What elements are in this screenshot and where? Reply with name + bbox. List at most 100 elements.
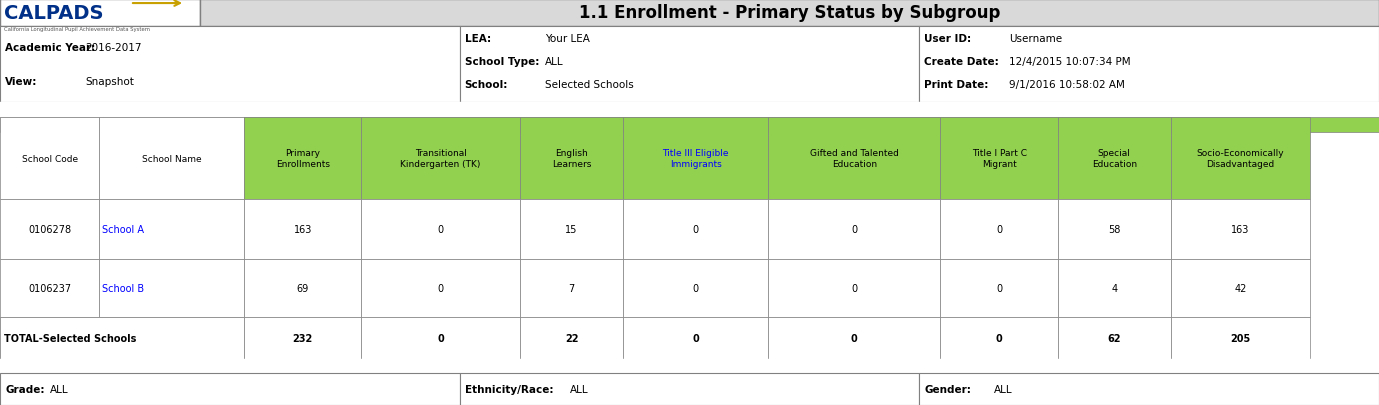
Text: Title I Part C
Migrant: Title I Part C Migrant — [972, 149, 1026, 168]
Text: Transitional
Kindergarten (TK): Transitional Kindergarten (TK) — [400, 149, 481, 168]
FancyBboxPatch shape — [623, 118, 768, 200]
Text: Title III Eligible
Immigrants: Title III Eligible Immigrants — [662, 149, 729, 168]
FancyBboxPatch shape — [0, 103, 1379, 118]
FancyBboxPatch shape — [99, 317, 244, 359]
FancyBboxPatch shape — [244, 200, 361, 259]
FancyBboxPatch shape — [99, 259, 244, 317]
FancyBboxPatch shape — [940, 200, 1058, 259]
Text: 42: 42 — [1234, 284, 1247, 293]
Text: 0: 0 — [851, 333, 858, 343]
Text: 62: 62 — [1107, 333, 1121, 343]
Text: Username: Username — [1009, 34, 1062, 43]
Text: School A: School A — [102, 224, 145, 234]
FancyBboxPatch shape — [0, 118, 244, 133]
FancyBboxPatch shape — [623, 259, 768, 317]
FancyBboxPatch shape — [940, 317, 1058, 359]
Text: 205: 205 — [1230, 333, 1251, 343]
Text: 0106237: 0106237 — [28, 284, 72, 293]
FancyBboxPatch shape — [0, 359, 1379, 373]
Text: 0: 0 — [692, 333, 699, 343]
Text: 9/1/2016 10:58:02 AM: 9/1/2016 10:58:02 AM — [1009, 79, 1125, 90]
FancyBboxPatch shape — [99, 200, 244, 259]
Text: School Type:: School Type: — [465, 56, 539, 66]
Text: School Name: School Name — [142, 154, 201, 163]
FancyBboxPatch shape — [940, 259, 1058, 317]
FancyBboxPatch shape — [520, 118, 623, 200]
FancyBboxPatch shape — [520, 317, 623, 359]
Text: School B: School B — [102, 284, 145, 293]
FancyBboxPatch shape — [1058, 200, 1171, 259]
FancyBboxPatch shape — [361, 317, 520, 359]
Text: 0: 0 — [996, 284, 1003, 293]
Text: Grade:: Grade: — [6, 384, 44, 394]
FancyBboxPatch shape — [244, 259, 361, 317]
Text: 0: 0 — [996, 333, 1003, 343]
FancyBboxPatch shape — [0, 27, 459, 103]
Text: 15: 15 — [565, 224, 578, 234]
FancyBboxPatch shape — [99, 118, 244, 200]
FancyBboxPatch shape — [1171, 259, 1310, 317]
Text: Create Date:: Create Date: — [924, 56, 998, 66]
Text: 22: 22 — [565, 333, 578, 343]
Text: 0: 0 — [437, 224, 444, 234]
Text: Academic Year:: Academic Year: — [6, 43, 95, 53]
Text: TOTAL-Selected Schools: TOTAL-Selected Schools — [4, 333, 137, 343]
Text: Selected Schools: Selected Schools — [545, 79, 633, 90]
Text: Ethnicity/Race:: Ethnicity/Race: — [465, 384, 553, 394]
FancyBboxPatch shape — [0, 317, 99, 359]
FancyBboxPatch shape — [244, 118, 1379, 133]
FancyBboxPatch shape — [623, 200, 768, 259]
Text: Snapshot: Snapshot — [85, 77, 134, 87]
FancyBboxPatch shape — [361, 259, 520, 317]
Text: 0: 0 — [692, 224, 699, 234]
Text: LEA:: LEA: — [465, 34, 491, 43]
FancyBboxPatch shape — [0, 259, 99, 317]
Text: ALL: ALL — [570, 384, 589, 394]
Text: 232: 232 — [292, 333, 313, 343]
FancyBboxPatch shape — [1171, 118, 1310, 200]
Text: 2016-2017: 2016-2017 — [85, 43, 142, 53]
Text: View:: View: — [6, 77, 37, 87]
FancyBboxPatch shape — [768, 200, 940, 259]
FancyBboxPatch shape — [361, 118, 520, 200]
FancyBboxPatch shape — [1171, 200, 1310, 259]
FancyBboxPatch shape — [361, 200, 520, 259]
FancyBboxPatch shape — [520, 200, 623, 259]
Text: 1.1 Enrollment - Primary Status by Subgroup: 1.1 Enrollment - Primary Status by Subgr… — [579, 4, 1000, 22]
FancyBboxPatch shape — [920, 373, 1379, 405]
Text: 4: 4 — [1111, 284, 1117, 293]
FancyBboxPatch shape — [1058, 317, 1171, 359]
Text: School:: School: — [465, 79, 507, 90]
Text: 0: 0 — [437, 284, 444, 293]
FancyBboxPatch shape — [459, 373, 920, 405]
Text: Your LEA: Your LEA — [545, 34, 590, 43]
Text: Gender:: Gender: — [924, 384, 971, 394]
Text: 163: 163 — [1231, 224, 1249, 234]
Text: Print Date:: Print Date: — [924, 79, 989, 90]
Text: 0: 0 — [851, 284, 858, 293]
Text: ALL: ALL — [50, 384, 69, 394]
Text: English
Learners: English Learners — [552, 149, 592, 168]
FancyBboxPatch shape — [459, 27, 920, 103]
Text: CALPADS: CALPADS — [4, 4, 103, 23]
FancyBboxPatch shape — [0, 200, 99, 259]
Text: 58: 58 — [1109, 224, 1120, 234]
FancyBboxPatch shape — [768, 118, 940, 200]
Text: Gifted and Talented
Education: Gifted and Talented Education — [809, 149, 899, 168]
FancyBboxPatch shape — [1058, 259, 1171, 317]
Text: 69: 69 — [296, 284, 309, 293]
FancyBboxPatch shape — [940, 118, 1058, 200]
FancyBboxPatch shape — [0, 0, 200, 27]
Text: 0: 0 — [437, 333, 444, 343]
Text: 7: 7 — [568, 284, 575, 293]
FancyBboxPatch shape — [768, 259, 940, 317]
Text: 0: 0 — [851, 224, 858, 234]
Text: 12/4/2015 10:07:34 PM: 12/4/2015 10:07:34 PM — [1009, 56, 1131, 66]
FancyBboxPatch shape — [1058, 118, 1171, 200]
Text: 163: 163 — [294, 224, 312, 234]
FancyBboxPatch shape — [0, 373, 459, 405]
Text: Primary
Enrollments: Primary Enrollments — [276, 149, 330, 168]
FancyBboxPatch shape — [0, 317, 244, 359]
FancyBboxPatch shape — [0, 118, 99, 200]
Text: California Longitudinal Pupil Achievement Data System: California Longitudinal Pupil Achievemen… — [4, 27, 150, 32]
